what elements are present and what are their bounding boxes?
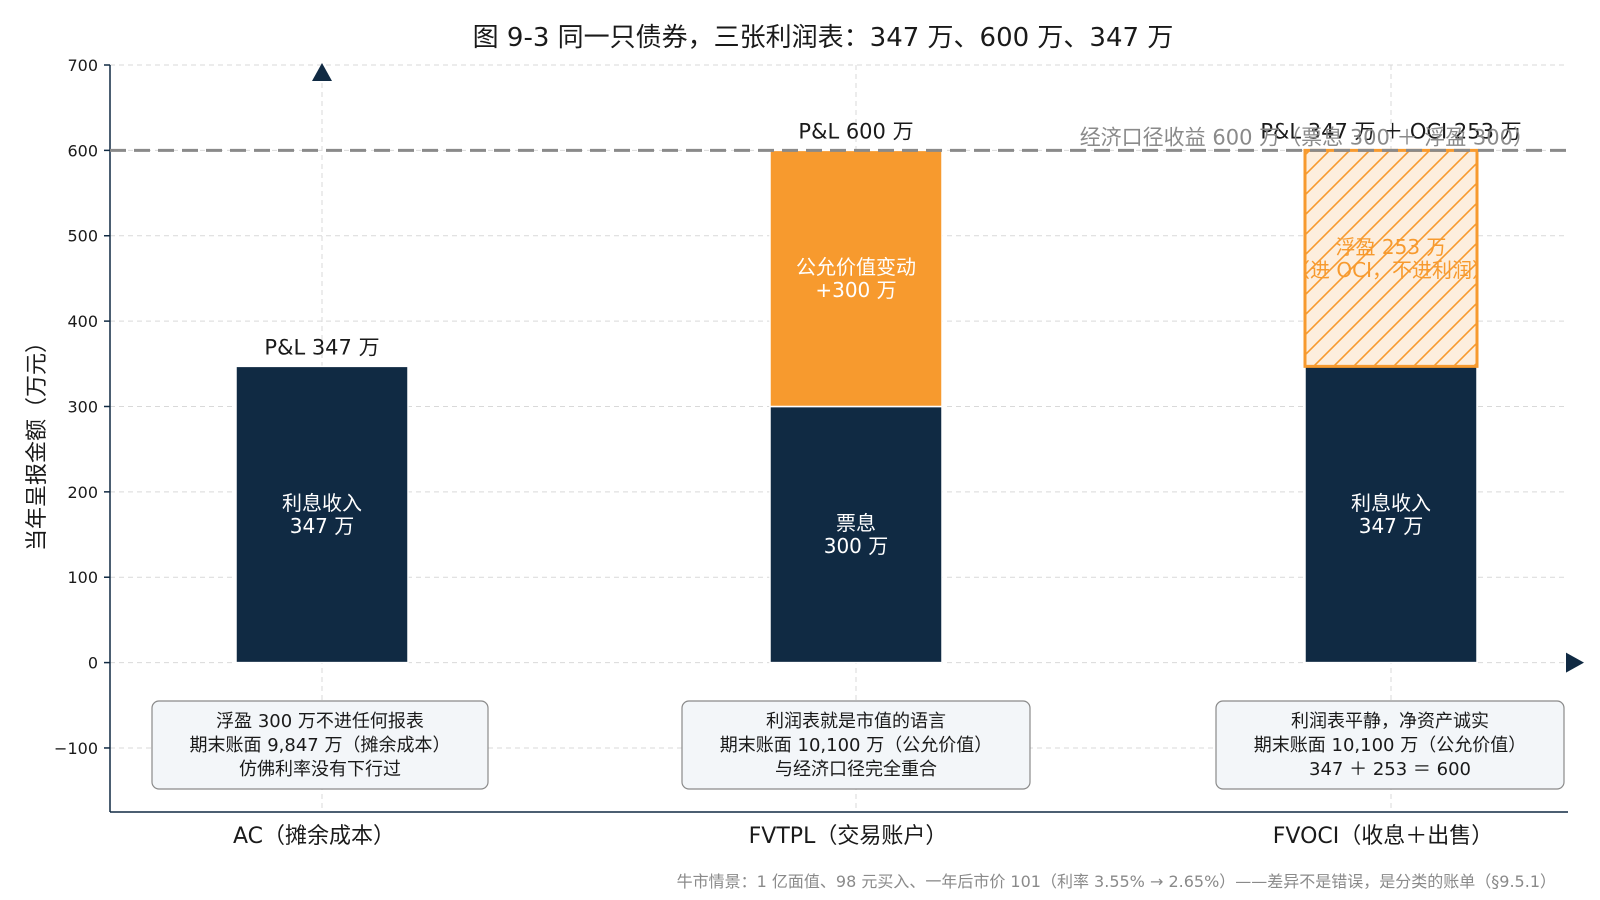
annotation-line: 期末账面 10,100 万（公允价值） [720,735,992,756]
y-tick-label: 100 [67,568,98,587]
bar-total-label: P&L 347 万 ＋ OCI 253 万 [1260,119,1521,143]
bar-segment-label: 347 万 [290,514,355,538]
bar-segment-label: （进 OCI，不进利润） [1290,258,1492,282]
annotation-line: 347 ＋ 253 ＝ 600 [1309,759,1471,780]
y-tick-label: 200 [67,483,98,502]
y-tick-label: 0 [88,654,98,673]
bar-segment-label: +300 万 [815,278,896,302]
bar-segment [769,405,943,664]
x-arrowhead-icon [1566,652,1584,673]
bar-segment [769,149,943,408]
bar-layer [235,148,1479,664]
bar-segment-label: 公允价值变动 [796,255,916,279]
annotation-line: 期末账面 9,847 万（摊余成本） [190,735,451,756]
y-tick-label: 400 [67,312,98,331]
bar-segment [235,365,409,664]
y-tick-label: 500 [67,227,98,246]
y-tick-label: −100 [54,739,98,758]
annotation-line: 仿佛利率没有下行过 [239,759,401,780]
bar-segment-label: 票息 [836,511,876,535]
annotation-line: 利润表平静，净资产诚实 [1291,711,1489,732]
x-category-label: FVOCI（收息＋出售） [1273,824,1493,849]
y-tick-label: 600 [67,141,98,160]
annotation-box-frame [1215,700,1565,790]
bar-segment-label: 浮盈 253 万 [1336,235,1447,259]
annotation-box-frame [681,700,1031,790]
bar-segment-label: 300 万 [824,534,889,558]
x-category-label: AC（摊余成本） [233,824,395,849]
reference-line-label: 经济口径收益 600 万（票息 300 ＋ 浮盈 300） [1080,125,1534,149]
bar-total-label: P&L 600 万 [798,119,913,143]
bar-segment-label: 利息收入 [282,491,362,515]
bar-total-label: P&L 347 万 [264,335,379,359]
bar-segment-label: 347 万 [1359,514,1424,538]
axis-layer: −100 0 100 200 300 400 500 600 700 AC（摊余成本） FVTPL（… [54,56,1584,849]
y-axis-label: 当年呈报金额（万元） [25,331,50,551]
annotation-line: 与经济口径完全重合 [775,759,937,780]
x-category-label: FVTPL（交易账户） [749,824,948,849]
annotation-line: 利润表就是市值的语言 [766,711,946,732]
bar-segment-hatched [1303,148,1479,368]
annotation-line: 浮盈 300 万不进任何报表 [216,711,424,732]
annotation-box-frame [151,700,489,790]
y-arrowhead-icon [312,63,332,81]
annotation-line: 期末账面 10,100 万（公允价值） [1254,735,1526,756]
bar-segment [1304,365,1478,664]
y-tick-label: 700 [67,56,98,75]
y-tick-label: 300 [67,397,98,416]
bar-segment-label: 利息收入 [1351,491,1431,515]
chart-title: 图 9-3 同一只债券，三张利润表：347 万、600 万、347 万 [473,23,1174,53]
chart-footnote: 牛市情景：1 亿面值、98 元买入、一年后市价 101（利率 3.55% → 2… [677,872,1556,891]
